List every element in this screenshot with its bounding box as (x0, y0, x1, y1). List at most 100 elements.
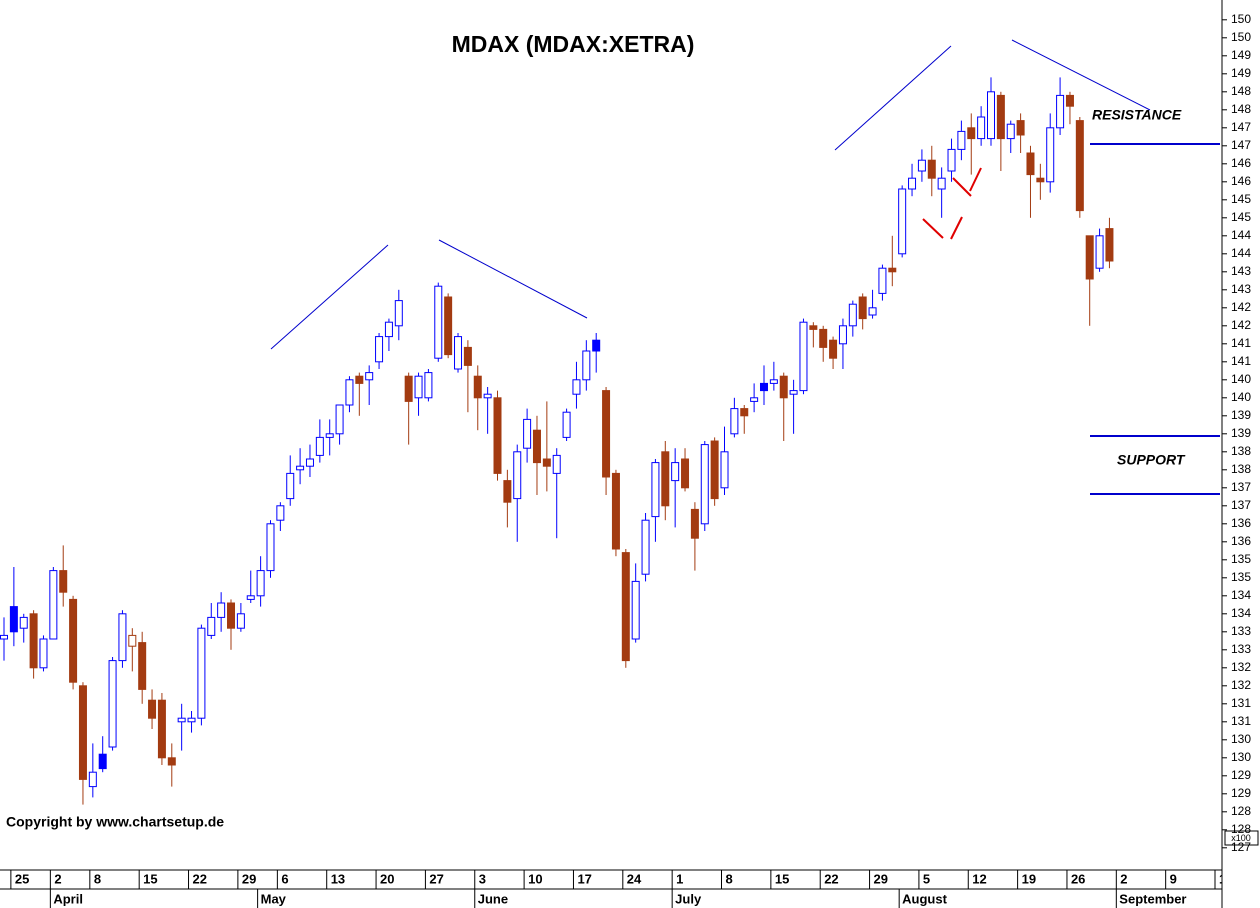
y-tick-label: 141 (1231, 354, 1251, 368)
x-tick-label: 22 (824, 871, 838, 886)
y-tick-label: 145 (1231, 192, 1251, 206)
pattern-mark (950, 216, 963, 240)
candle-body (49, 570, 58, 640)
candle-body (552, 454, 561, 474)
candle-body (661, 451, 670, 507)
candle-body (315, 436, 324, 456)
x-tick-label: 12 (972, 871, 986, 886)
y-tick-label: 150 (1231, 30, 1251, 44)
candle-body (927, 159, 936, 179)
y-tick-label: 147 (1231, 138, 1251, 152)
candle-body (1085, 235, 1094, 280)
candle-body (424, 372, 433, 399)
candle-body (59, 570, 68, 593)
candle-body (1016, 120, 1025, 136)
x-tick-label: 29 (242, 871, 256, 886)
candle-body (690, 508, 699, 539)
y-tick-label: 137 (1231, 480, 1251, 494)
candle-body (394, 300, 403, 327)
x-tick-label: 17 (577, 871, 591, 886)
candle-body (769, 379, 778, 384)
x-tick-label: 26 (1071, 871, 1085, 886)
candle-body (325, 433, 334, 438)
candle-body (128, 634, 137, 647)
y-tick-label: 128 (1231, 822, 1251, 836)
candle-body (1006, 123, 1015, 140)
y-tick-label: 146 (1231, 156, 1251, 170)
y-tick-label: 132 (1231, 678, 1251, 692)
candle-body (276, 505, 285, 521)
y-tick-label: 136 (1231, 534, 1251, 548)
candle-body (256, 570, 265, 597)
chart-title: MDAX (MDAX:XETRA) (452, 31, 695, 57)
candle-body (503, 480, 512, 503)
month-label: May (261, 891, 287, 906)
x-axis: 25 2 8 15 22 29 6 13 20 27 3 10 17 24 1 8 15 22 29 5 12 19 26 2… (10, 870, 1233, 908)
trend-line (834, 45, 952, 151)
month-label: September (1119, 891, 1186, 906)
y-tick-label: 143 (1231, 264, 1251, 278)
candle-body (878, 267, 887, 294)
candle-body (809, 325, 818, 330)
candle-body (1075, 120, 1084, 212)
month-label: July (675, 891, 702, 906)
x-tick-label: 15 (143, 871, 157, 886)
x-tick-label: 8 (94, 871, 101, 886)
x-tick-label: 16 (1219, 871, 1233, 886)
candle-body (88, 771, 97, 788)
y-tick-label: 130 (1231, 732, 1251, 746)
candle-body (641, 519, 650, 575)
resistance-label: RESISTANCE (1092, 107, 1182, 123)
month-label: August (902, 891, 947, 906)
candle-body (227, 602, 236, 629)
candle-body (898, 188, 907, 255)
candle-body (108, 660, 117, 748)
y-tick-label: 132 (1231, 660, 1251, 674)
candle-body (345, 379, 354, 406)
candle-body (19, 616, 28, 629)
candle-body (582, 350, 591, 381)
candle-body (750, 397, 759, 402)
candle-body (987, 91, 995, 140)
candle-body (365, 372, 374, 381)
candle-body (730, 408, 739, 435)
y-tick-label: 140 (1231, 390, 1251, 404)
candle-body (513, 451, 522, 500)
candle-body (197, 627, 206, 719)
candle-body (888, 267, 897, 273)
candle-body (848, 303, 857, 327)
candle-body (207, 616, 216, 636)
x-tick-label: 10 (528, 871, 542, 886)
candle-body (789, 390, 798, 395)
candle-body (542, 458, 551, 467)
candle-body (266, 523, 275, 572)
x-tick-label: 5 (923, 871, 930, 886)
candle-body (908, 177, 917, 190)
candle-body (1056, 94, 1065, 129)
scale-box (1224, 830, 1259, 846)
candle-body (829, 339, 838, 359)
trend-line (270, 244, 389, 350)
x-tick-label: 15 (775, 871, 789, 886)
candle-body (947, 148, 956, 172)
scale-label: x100 (1231, 833, 1251, 843)
month-label: April (53, 891, 83, 906)
pattern-mark (969, 167, 982, 192)
y-tick-label: 145 (1231, 210, 1251, 224)
x-tick-label: 25 (15, 871, 29, 886)
candles (0, 77, 1114, 805)
candle-body (819, 328, 828, 348)
candle-body (444, 296, 453, 356)
candle-body (1046, 127, 1055, 183)
candle-body (384, 321, 393, 338)
x-tick-label: 27 (429, 871, 443, 886)
candle-body (1105, 228, 1114, 262)
y-tick-label: 149 (1231, 66, 1251, 80)
candle-body (217, 602, 226, 618)
candle-body (937, 177, 946, 190)
candle-body (740, 408, 749, 417)
y-tick-label: 149 (1231, 48, 1251, 62)
candle-body (700, 444, 709, 525)
candle-body (720, 451, 729, 489)
